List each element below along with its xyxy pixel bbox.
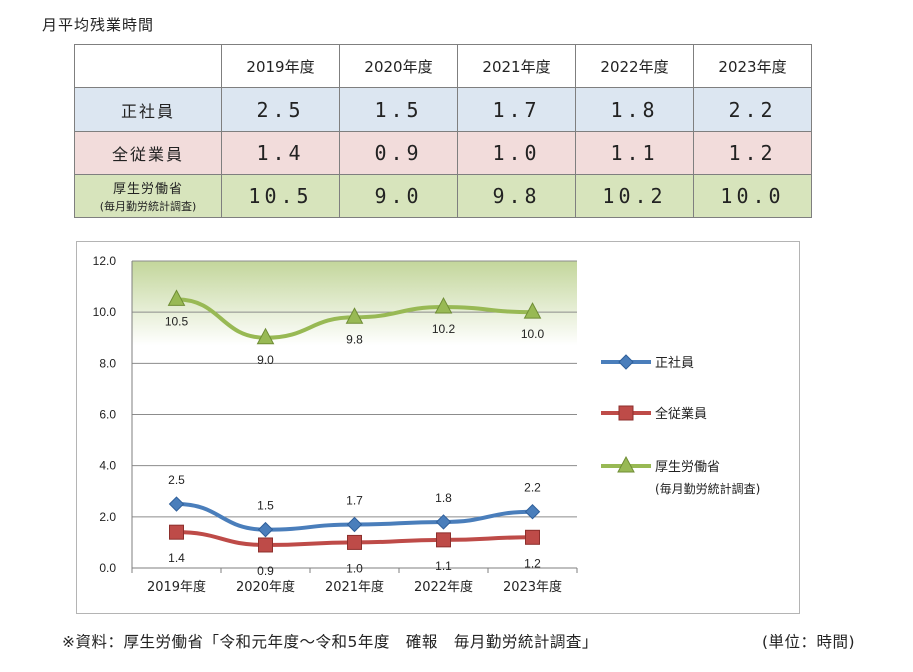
table-cell: 2.2 — [693, 87, 812, 132]
page-title: 月平均残業時間 — [42, 16, 155, 34]
legend-marker-1 — [618, 354, 634, 370]
unit-note: (単位：時間) — [762, 633, 856, 651]
legend-label-2: 全従業員 — [655, 406, 707, 422]
table-row-all-employees: 全従業員 1.4 0.9 1.0 1.1 1.2 — [74, 131, 812, 175]
table-cell: 1.2 — [693, 131, 812, 175]
data-label-2: 1.0 — [346, 561, 363, 575]
source-footnote: ※資料：厚生労働省「令和元年度～令和5年度 確報 毎月勤労統計調査」 — [62, 633, 598, 651]
data-label-2: 1.4 — [168, 551, 185, 565]
y-tick-label: 6.0 — [99, 408, 116, 422]
data-point-2 — [525, 529, 540, 545]
y-tick-label: 2.0 — [99, 510, 116, 524]
table-cell: 2.5 — [221, 87, 340, 132]
data-point-1 — [346, 516, 363, 533]
table-cell: 1.1 — [575, 131, 694, 175]
data-point-1 — [257, 521, 274, 538]
data-point-2 — [347, 534, 362, 550]
table-cell: 9.8 — [457, 174, 576, 218]
y-tick-label: 4.0 — [99, 459, 116, 473]
table-cell: 0.9 — [339, 131, 458, 175]
data-point-1 — [524, 504, 541, 520]
legend-marker-2 — [618, 405, 634, 421]
table-cell: 10.2 — [575, 174, 694, 218]
row-label: 厚生労働省 (毎月勤労統計調査) — [74, 174, 222, 218]
table-cell: 10.5 — [221, 174, 340, 218]
table-cell: 1.0 — [457, 131, 576, 175]
data-label-3: 10.5 — [165, 314, 189, 328]
series-line-3 — [176, 297, 533, 340]
data-point-3 — [523, 302, 542, 319]
data-point-1 — [435, 514, 452, 530]
column-header: 2021年度 — [457, 44, 576, 88]
y-tick-label: 0.0 — [99, 561, 116, 575]
table-cell: 1.5 — [339, 87, 458, 132]
column-header: 2019年度 — [221, 44, 340, 88]
row-label-sub: (毎月勤労統計調査) — [99, 200, 197, 213]
data-label-2: 1.1 — [435, 559, 452, 573]
row-label: 全従業員 — [74, 131, 222, 175]
row-label-main: 厚生労働省 — [112, 182, 183, 197]
column-header: 2020年度 — [339, 44, 458, 88]
data-label-1: 2.2 — [524, 481, 541, 495]
data-label-3: 10.2 — [432, 322, 456, 336]
data-point-2 — [258, 537, 273, 553]
y-tick-label: 12.0 — [93, 254, 117, 268]
data-label-3: 10.0 — [521, 327, 545, 341]
data-label-1: 1.5 — [257, 499, 274, 513]
data-point-1 — [168, 496, 185, 512]
data-label-3: 9.0 — [257, 353, 274, 367]
table-cell: 10.0 — [693, 174, 812, 218]
data-point-3 — [167, 289, 186, 306]
data-label-1: 1.8 — [435, 491, 452, 505]
legend-marker-3 — [617, 455, 635, 473]
data-label-1: 1.7 — [346, 494, 363, 508]
x-tick-label: 2019年度 — [147, 579, 206, 595]
table-row-regular-employees: 正社員 2.5 1.5 1.7 1.8 2.2 — [74, 87, 812, 132]
data-point-2 — [436, 532, 451, 548]
column-header: 2023年度 — [693, 44, 812, 88]
data-point-3 — [345, 307, 364, 324]
line-chart: 0.0 2.0 4.0 6.0 8.0 10.0 12.0 2019年度 2020年度 2021年… — [93, 254, 761, 595]
table-cell: 1.4 — [221, 131, 340, 175]
y-tick-label: 8.0 — [99, 356, 116, 370]
table-corner-cell — [74, 44, 222, 88]
table-cell: 9.0 — [339, 174, 458, 218]
x-tick-label: 2022年度 — [414, 579, 473, 595]
row-label: 正社員 — [74, 87, 222, 132]
data-point-2 — [169, 524, 184, 540]
data-point-3 — [434, 296, 453, 314]
data-label-2: 0.9 — [257, 564, 274, 578]
data-point-3 — [256, 327, 275, 345]
data-label-3: 9.8 — [346, 332, 363, 346]
legend-label-1: 正社員 — [655, 355, 694, 371]
x-tick-label: 2021年度 — [325, 579, 384, 595]
x-tick-label: 2020年度 — [236, 579, 295, 595]
table-row-mhlw: 厚生労働省 (毎月勤労統計調査) 10.5 9.0 9.8 10.2 10.0 — [74, 174, 812, 218]
data-label-1: 2.5 — [168, 473, 185, 487]
overtime-table: 2019年度 2020年度 2021年度 2022年度 2023年度 正社員 2… — [74, 44, 812, 218]
x-tick-label: 2023年度 — [503, 579, 562, 595]
legend-sublabel-3: (毎月勤労統計調査) — [655, 481, 760, 496]
table-cell: 1.7 — [457, 87, 576, 132]
table-header-row: 2019年度 2020年度 2021年度 2022年度 2023年度 — [74, 44, 812, 88]
legend-label-3: 厚生労働省 — [655, 460, 720, 475]
data-label-2: 1.2 — [524, 556, 541, 570]
column-header: 2022年度 — [575, 44, 694, 88]
plot-background — [132, 261, 577, 415]
y-tick-label: 10.0 — [93, 305, 117, 319]
table-cell: 1.8 — [575, 87, 694, 132]
